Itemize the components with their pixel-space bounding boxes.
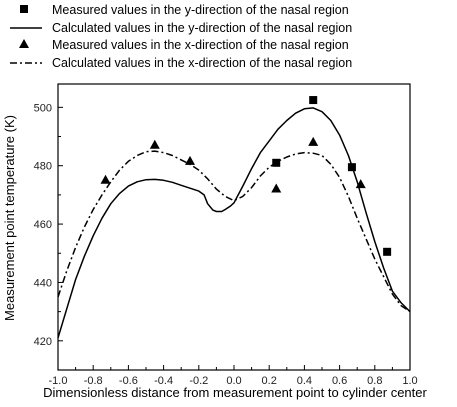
y-tick-label: 460 [34, 219, 52, 231]
y-tick-label: 420 [34, 336, 52, 348]
x-axis-title: Dimensionless distance from measurement … [43, 385, 427, 400]
x-tick-label: -1.0 [49, 375, 68, 387]
data-point-triangle [271, 183, 282, 193]
x-tick-label: 0.6 [332, 375, 347, 387]
legend-marker-square [20, 5, 28, 13]
x-tick-label: 0.8 [367, 375, 382, 387]
data-point-triangle [149, 139, 160, 149]
y-tick-label: 440 [34, 277, 52, 289]
data-point-square [383, 247, 392, 256]
data-point-square [309, 96, 318, 105]
plot-frame [57, 83, 411, 371]
data-point-triangle [100, 174, 111, 184]
x-tick-label: 1.0 [402, 375, 417, 387]
x-tick-label: 0.0 [226, 375, 241, 387]
series-line-y-calculated [57, 107, 411, 339]
data-point-triangle [308, 136, 319, 146]
x-tick-label: -0.2 [189, 375, 208, 387]
y-axis-title: Measurement point temperature (K) [2, 115, 17, 321]
y-tick-label: 500 [34, 102, 52, 114]
x-tick-label: 0.2 [262, 375, 277, 387]
x-tick-label: 0.4 [297, 375, 312, 387]
x-tick-label: -0.4 [154, 375, 173, 387]
legend-marker-triangle [19, 39, 29, 48]
legend: Measured values in the y-direction of th… [10, 3, 352, 70]
y-tick-label: 480 [34, 161, 52, 173]
x-tick-label: -0.8 [84, 375, 103, 387]
series-line-x-calculated [57, 150, 411, 313]
legend-label-calculated-x: Calculated values in the x-direction of … [52, 56, 352, 70]
data-point-triangle [355, 179, 366, 189]
legend-label-calculated-y: Calculated values in the y-direction of … [52, 21, 352, 35]
legend-label-measured-y: Measured values in the y-direction of th… [52, 3, 349, 17]
plot-area: -1.0 -0.8 -0.6 -0.4 -0.2 0.0 0.2 0.4 0.6 0.8 1.0 42… [34, 83, 418, 387]
data-point-triangle [185, 155, 195, 165]
x-tick-label: -0.6 [119, 375, 138, 387]
legend-label-measured-x: Measured values in the x-direction of th… [52, 38, 349, 52]
